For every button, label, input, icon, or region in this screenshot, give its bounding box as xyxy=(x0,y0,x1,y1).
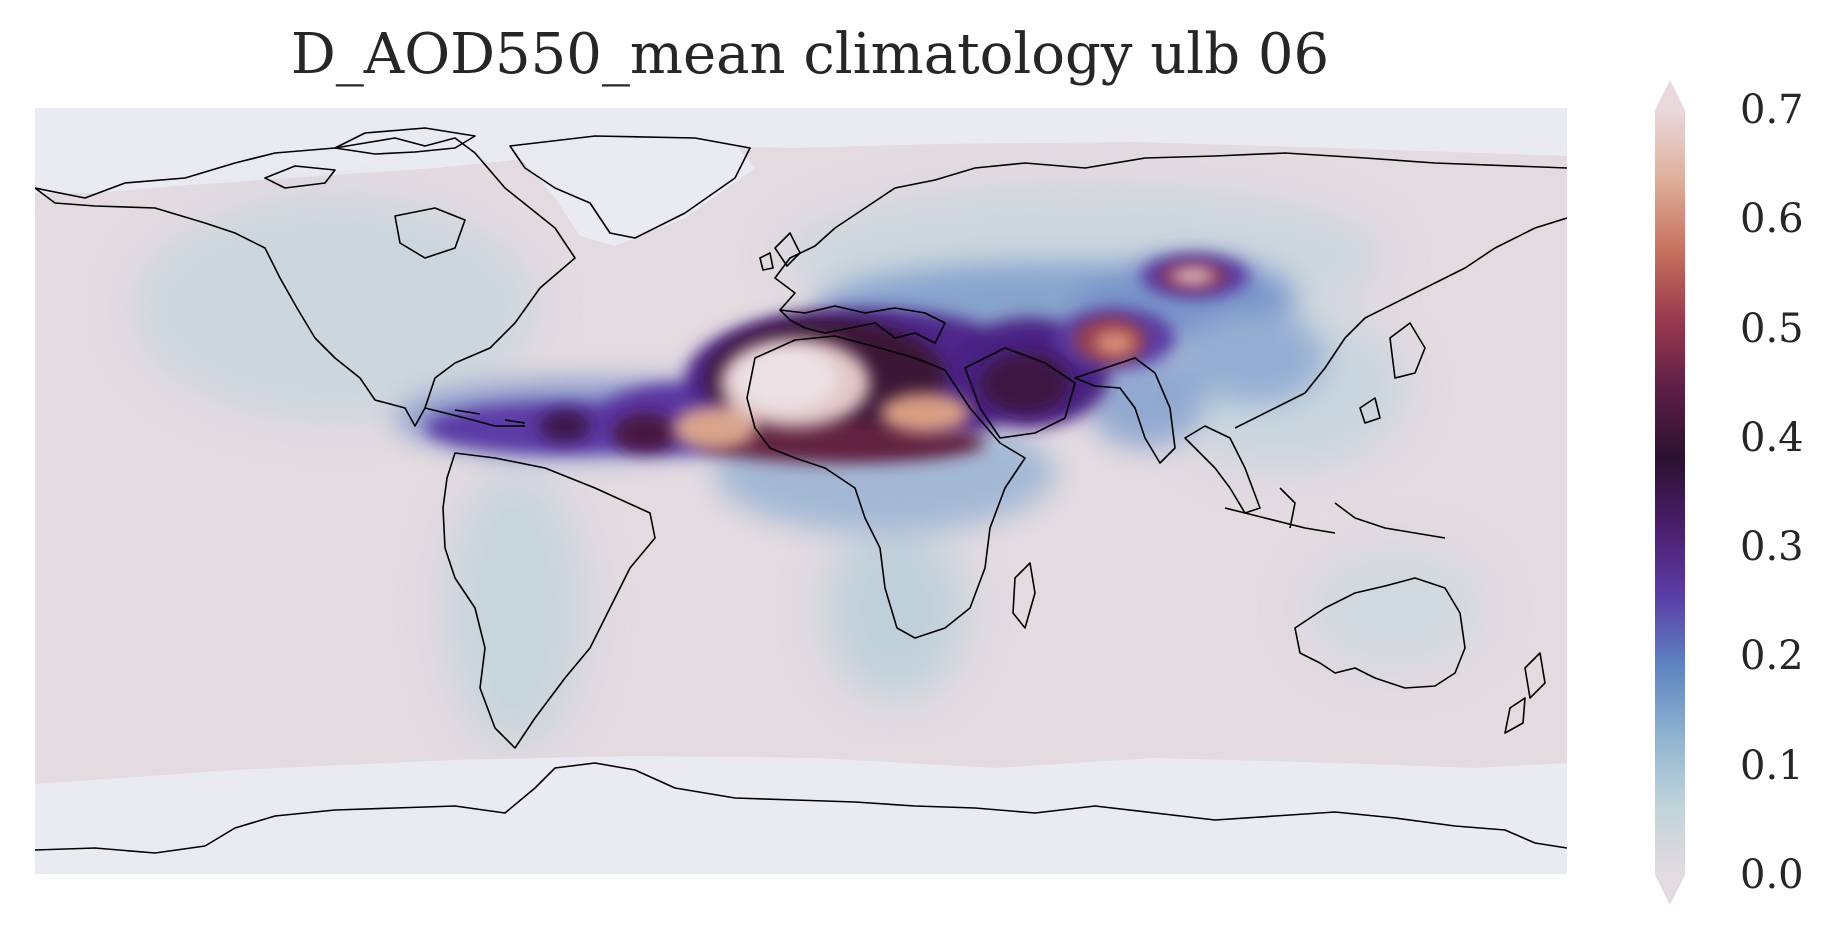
peak-sahel-east xyxy=(880,393,970,433)
band-india xyxy=(1085,348,1205,448)
colorbar-extend-max xyxy=(1655,80,1685,110)
greenland-nodata xyxy=(510,138,755,246)
colorbar-extend-min xyxy=(1655,875,1685,905)
coast-indonesia xyxy=(1224,487,1446,539)
colorbar-tick-label: 0.1 xyxy=(1740,742,1804,789)
coast-europe xyxy=(774,152,1567,344)
world-map xyxy=(35,108,1567,874)
band-east-china xyxy=(1185,313,1325,403)
colorbar-tick-label: 0.7 xyxy=(1740,87,1804,133)
coast-madagascar xyxy=(1012,562,1036,629)
core-caribbean xyxy=(539,410,591,442)
haze-south-america xyxy=(445,468,585,748)
peak-sahel-west xyxy=(673,406,757,450)
antarctica-nodata xyxy=(35,756,1567,874)
colorbar-tick-label: 0.2 xyxy=(1740,633,1804,680)
aerosol-extreme xyxy=(673,269,1215,450)
coast-new-zealand xyxy=(1504,652,1546,734)
peak-thar xyxy=(1095,331,1135,355)
colorbar-tick-label: 0.0 xyxy=(1740,852,1804,898)
peak-taklamakan xyxy=(1171,269,1215,283)
colorbar-ticks: 0.0 0.1 0.2 0.3 0.4 0.5 0.6 0.7 xyxy=(1740,0,1828,928)
haze-australia xyxy=(1305,548,1485,668)
coast-australia xyxy=(1294,577,1466,689)
colorbar-gradient xyxy=(1655,110,1685,875)
colorbar-tick-label: 0.3 xyxy=(1740,524,1804,571)
coast-caribbean xyxy=(424,407,526,427)
coast-british-isles xyxy=(759,232,801,271)
colorbar xyxy=(1655,80,1685,905)
map-title: D_AOD550_mean climatology ulb 06 xyxy=(290,22,1330,87)
core-atlantic xyxy=(613,413,677,453)
aerosol-haze xyxy=(135,188,1485,748)
peak-sahara-inner xyxy=(733,346,837,410)
core-sahel xyxy=(705,423,985,463)
coast-arctic-islands xyxy=(264,127,476,189)
coast-africa xyxy=(746,335,1026,639)
coast-north-america xyxy=(35,137,576,427)
coastlines xyxy=(35,127,1567,854)
colorbar-tick-label: 0.4 xyxy=(1740,414,1804,461)
coast-asia-south xyxy=(1074,357,1261,514)
coast-south-america xyxy=(442,452,656,749)
haze-southern-africa xyxy=(825,518,965,698)
coast-east-asia xyxy=(1234,217,1567,429)
coast-antarctica xyxy=(35,762,1567,854)
core-arabia xyxy=(980,353,1070,413)
coast-greenland xyxy=(509,135,751,239)
coast-arabia xyxy=(964,347,1076,439)
colorbar-tick-label: 0.5 xyxy=(1740,305,1804,352)
coast-hudson xyxy=(394,207,466,259)
colorbar-tick-label: 0.6 xyxy=(1740,196,1804,243)
haze-north-america xyxy=(135,198,535,418)
